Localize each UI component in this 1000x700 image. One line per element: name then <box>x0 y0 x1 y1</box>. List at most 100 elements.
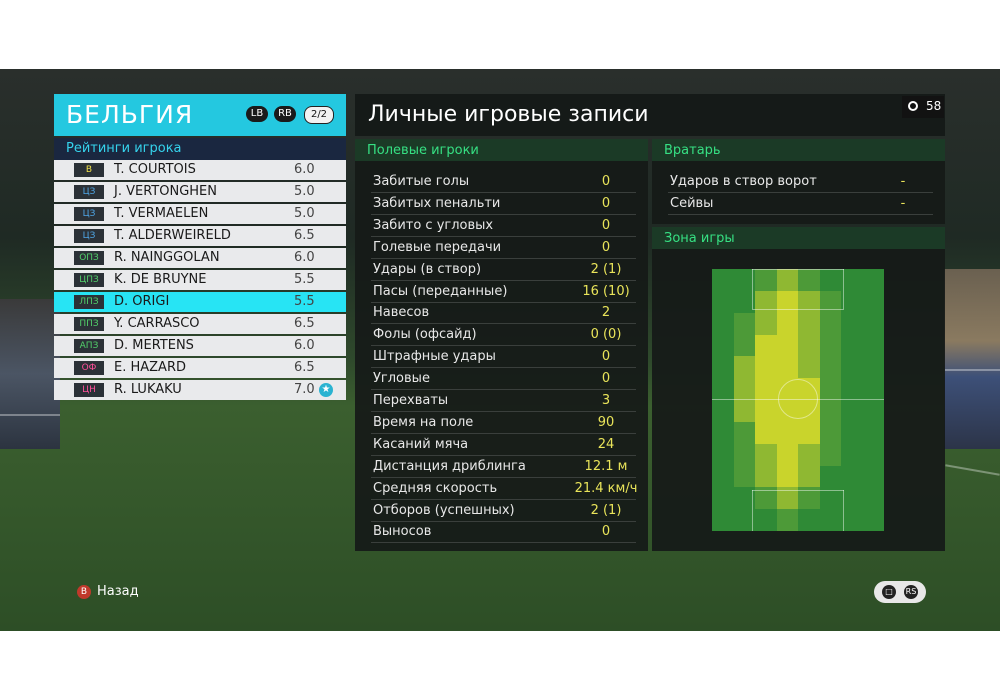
stat-label: Забитых пенальти <box>373 195 501 211</box>
stat-label: Выносов <box>373 524 432 540</box>
heatmap-cell <box>841 334 863 357</box>
player-row[interactable]: В T. COURTOIS 6.0 <box>54 160 346 180</box>
stand-left <box>0 299 60 449</box>
b-button-icon[interactable]: B <box>77 585 91 599</box>
position-badge: ЛПЗ <box>74 295 104 309</box>
player-row[interactable]: ЦЗ J. VERTONGHEN 5.0 <box>54 182 346 202</box>
heatmap-cell <box>862 334 884 357</box>
chat-icon[interactable]: □ <box>882 585 896 599</box>
heatmap-cell <box>841 443 863 466</box>
stat-value: - <box>900 195 906 211</box>
player-row[interactable]: ЦН R. LUKAKU 7.0 ★ <box>54 380 346 400</box>
stats-title-bar: Личные игровые записи <box>355 94 945 136</box>
heatmap-cell <box>841 269 863 292</box>
heatmap-cell <box>776 421 799 445</box>
stat-row: Дистанция дриблинга 12.1 м <box>371 456 636 478</box>
heatmap-cell <box>733 334 756 357</box>
stat-label: Средняя скорость <box>373 480 498 496</box>
stat-label: Сейвы <box>670 195 714 211</box>
field-player-header-label: Полевые игроки <box>367 143 479 158</box>
roster-subheader: Рейтинги игрока <box>54 138 346 160</box>
player-name: D. MERTENS <box>114 338 194 353</box>
stat-value: 90 <box>597 414 615 430</box>
team-header: БЕЛЬГИЯ LB RB 2/2 <box>54 94 346 136</box>
pitch-line <box>945 464 1000 476</box>
stat-row: Время на поле 90 <box>371 412 636 434</box>
back-button[interactable]: Назад <box>97 584 139 599</box>
stat-label: Удары (в створ) <box>373 261 482 277</box>
heatmap-cell <box>712 465 734 488</box>
player-row[interactable]: ЦЗ T. VERMAELEN 5.0 <box>54 204 346 224</box>
lb-button-icon[interactable]: LB <box>246 106 268 122</box>
player-row[interactable]: ЦПЗ K. DE BRUYNE 5.5 <box>54 270 346 290</box>
heatmap-cell <box>798 443 820 466</box>
player-rating: 5.5 <box>294 272 315 287</box>
stat-value: - <box>900 174 906 189</box>
position-badge: ОПЗ <box>74 251 104 265</box>
rb-button-icon[interactable]: RB <box>274 106 296 122</box>
heatmap-cell <box>776 334 799 357</box>
heatmap-cell <box>819 290 842 314</box>
player-row[interactable]: АПЗ D. MERTENS 6.0 <box>54 336 346 356</box>
stat-value: 0 <box>601 239 611 255</box>
heatmap-cell <box>819 378 842 401</box>
heatmap-cell <box>712 509 734 531</box>
heatmap-cell <box>862 443 884 466</box>
stat-value: 0 <box>601 174 611 189</box>
position-badge: ЦЗ <box>74 185 104 199</box>
heatmap-cell <box>712 443 734 466</box>
stat-label: Забитые голы <box>373 174 470 189</box>
stat-value: 0 <box>601 195 611 211</box>
stat-value: 12.1 м <box>584 458 628 474</box>
player-row[interactable]: ЦЗ T. ALDERWEIRELD 6.5 <box>54 226 346 246</box>
player-row[interactable]: ППЗ Y. CARRASCO 6.5 <box>54 314 346 334</box>
zone-header: Зона игры <box>652 227 945 249</box>
heatmap-cell <box>712 421 734 445</box>
stat-label: Ударов в створ ворот <box>670 174 817 189</box>
stat-row: Удары (в створ) 2 (1) <box>371 259 636 281</box>
heatmap-cell <box>798 334 820 357</box>
heatmap-cell <box>733 465 756 488</box>
heatmap-cell <box>841 509 863 531</box>
stat-row: Угловые 0 <box>371 368 636 391</box>
heatmap-cell <box>733 487 756 510</box>
heatmap-cell <box>819 465 842 488</box>
heatmap-cell <box>755 443 777 466</box>
stat-row: Забитых пенальти 0 <box>371 193 636 215</box>
player-rating: 5.5 <box>294 294 315 309</box>
heatmap-cell <box>841 487 863 510</box>
position-badge: ЦН <box>74 383 104 397</box>
heatmap-cell <box>776 487 799 510</box>
right-action-buttons: □ RS <box>874 581 926 603</box>
player-row[interactable]: ЛПЗ D. ORIGI 5.5 <box>54 292 346 312</box>
timer-value: 58 <box>926 99 942 113</box>
heatmap-cell <box>733 378 756 401</box>
stat-row: Забитые голы 0 <box>371 171 636 193</box>
heatmap-cell <box>862 509 884 531</box>
heatmap-cell <box>755 421 777 445</box>
player-name: Y. CARRASCO <box>114 316 200 331</box>
position-badge: АПЗ <box>74 339 104 353</box>
heatmap-cell <box>819 356 842 379</box>
player-row[interactable]: ОФ E. HAZARD 6.5 <box>54 358 346 378</box>
heatmap-cell <box>712 269 734 292</box>
player-rating: 6.0 <box>294 250 315 265</box>
heatmap-cell <box>798 269 820 292</box>
heatmap-cell <box>733 400 756 423</box>
heatmap-cell <box>841 356 863 379</box>
heatmap-cell <box>776 356 799 379</box>
heatmap-cell <box>712 290 734 314</box>
heatmap-cell <box>819 443 842 466</box>
heatmap-cell <box>733 421 756 445</box>
heatmap-cell <box>755 400 777 423</box>
stat-label: Угловые <box>373 371 430 387</box>
heatmap-cell <box>841 400 863 423</box>
player-row[interactable]: ОПЗ R. NAINGGOLAN 6.0 <box>54 248 346 268</box>
goalkeeper-header: Вратарь <box>652 139 945 161</box>
heatmap-cell <box>841 378 863 401</box>
heatmap-cell <box>798 509 820 531</box>
rs-icon[interactable]: RS <box>904 585 918 599</box>
pitch-line <box>945 369 1000 371</box>
stat-label: Касаний мяча <box>373 436 469 452</box>
position-badge: В <box>74 163 104 177</box>
